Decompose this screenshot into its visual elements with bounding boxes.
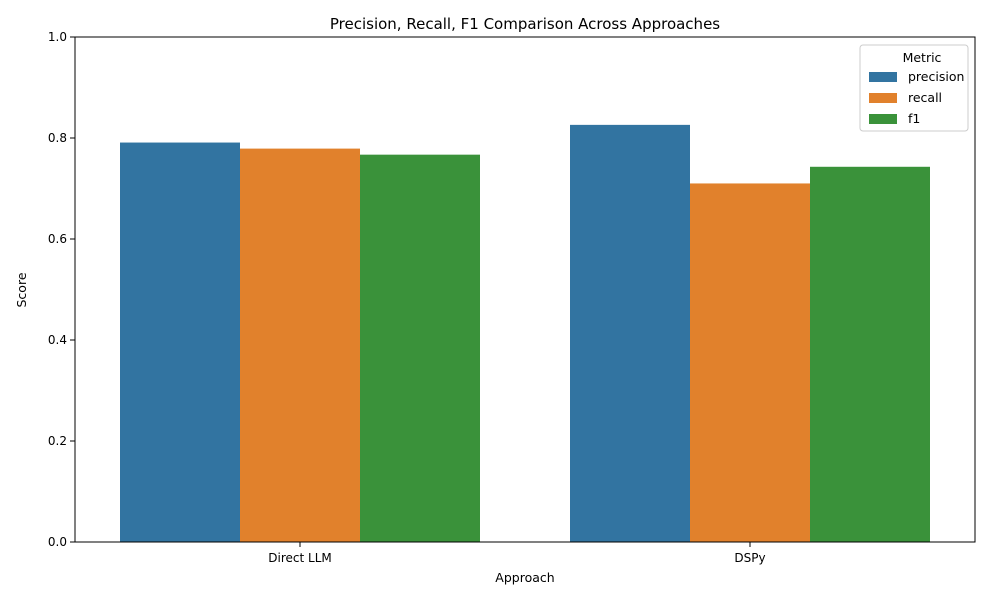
bar-f1 — [810, 166, 930, 542]
bars-layer — [120, 124, 930, 543]
bar-f1 — [360, 154, 480, 543]
bar-recall — [240, 148, 360, 543]
y-tick-label: 0.4 — [48, 333, 67, 347]
plot-frame — [74, 36, 976, 543]
legend-title: Metric — [903, 50, 942, 65]
x-tick-label: Direct LLM — [268, 551, 331, 565]
chart-title: Precision, Recall, F1 Comparison Across … — [330, 15, 720, 33]
legend-label-f1: f1 — [908, 111, 920, 126]
y-tick-label: 0.6 — [48, 232, 67, 246]
bar-precision — [570, 124, 690, 543]
legend-items: precision recall f1 — [869, 69, 964, 126]
y-tick-label: 0.8 — [48, 131, 67, 145]
y-axis: 0.0 0.2 0.4 0.6 0.8 1.0 — [48, 30, 75, 549]
x-axis-label: Approach — [495, 570, 554, 585]
bar-precision — [120, 142, 240, 543]
legend-frame — [859, 44, 969, 132]
legend-label-precision: precision — [908, 69, 964, 84]
x-tick-label: DSPy — [734, 551, 765, 565]
x-axis: Direct LLM DSPy — [268, 542, 766, 565]
y-tick-label: 0.0 — [48, 535, 67, 549]
legend-swatch-recall — [869, 93, 897, 103]
y-tick-label: 0.2 — [48, 434, 67, 448]
legend-swatch-f1 — [869, 114, 897, 124]
legend-swatch-precision — [869, 72, 897, 82]
bar-recall — [690, 183, 810, 542]
legend: Metric precision recall f1 — [859, 44, 969, 132]
legend-label-recall: recall — [908, 90, 942, 105]
y-tick-label: 1.0 — [48, 30, 67, 44]
y-axis-label: Score — [14, 272, 29, 307]
